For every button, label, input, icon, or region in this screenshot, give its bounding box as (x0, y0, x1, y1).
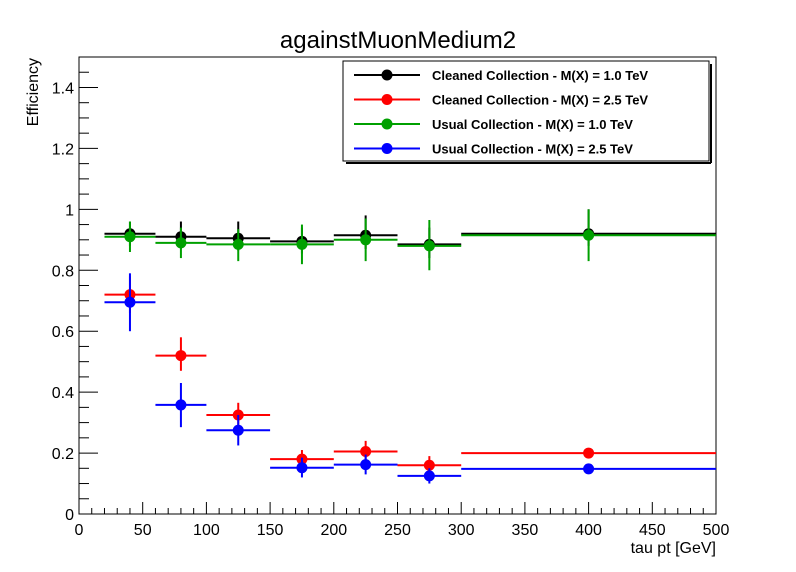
data-point (270, 224, 334, 265)
x-tick-label: 100 (193, 522, 220, 539)
data-point (155, 382, 207, 428)
y-axis-title: Efficiency (25, 58, 42, 126)
data-point (206, 414, 271, 446)
data-point (397, 456, 462, 475)
point-marker (175, 399, 187, 411)
legend-marker (381, 118, 393, 130)
point-marker (423, 459, 435, 471)
data-point (270, 457, 334, 478)
legend-label: Cleaned Collection - M(X) = 1.0 TeV (432, 68, 648, 83)
point-marker (175, 237, 187, 249)
legend-entry: Cleaned Collection - M(X) = 2.5 TeV (354, 93, 648, 108)
point-marker (360, 446, 372, 458)
legend-label: Usual Collection - M(X) = 2.5 TeV (432, 142, 633, 157)
point-marker (124, 296, 136, 308)
y-axis: 0 0.2 0.4 0.6 0.8 1 1.2 1.4 (52, 56, 98, 524)
legend-marker (381, 94, 393, 105)
series-4 (104, 273, 716, 484)
data-point (461, 463, 716, 475)
legend-entry: Usual Collection - M(X) = 2.5 TeV (354, 142, 633, 157)
x-axis: 0 50 100 150 200 250 300 350 400 450 500 (75, 502, 730, 539)
x-tick-label: 150 (257, 522, 284, 539)
point-marker (583, 229, 595, 241)
legend-entry: Cleaned Collection - M(X) = 1.0 TeV (354, 68, 648, 83)
x-tick-label: 200 (320, 522, 347, 539)
data-point (461, 447, 716, 459)
legend-label: Cleaned Collection - M(X) = 2.5 TeV (432, 93, 648, 108)
point-marker (583, 447, 595, 459)
point-marker (175, 350, 187, 362)
legend-marker (381, 143, 393, 154)
legend-box (342, 60, 710, 162)
data-point (206, 229, 271, 262)
point-marker (423, 470, 435, 482)
data-series-layer (104, 209, 716, 484)
point-marker (583, 463, 595, 475)
legend: Cleaned Collection - M(X) = 1.0 TeV Clean… (342, 60, 712, 164)
y-tick-label: 0.8 (52, 263, 74, 280)
legend-entry: Usual Collection - M(X) = 1.0 TeV (354, 117, 633, 132)
data-point (104, 273, 156, 332)
point-marker (232, 424, 244, 436)
point-marker (232, 238, 244, 250)
point-marker (296, 238, 308, 250)
legend-marker (381, 69, 393, 81)
data-point (155, 337, 207, 371)
data-point (333, 440, 398, 461)
x-tick-label: 450 (639, 522, 666, 539)
data-point (104, 221, 156, 252)
point-marker (360, 234, 372, 246)
x-tick-label: 500 (703, 522, 730, 539)
y-tick-label: 1.2 (52, 141, 74, 158)
legend-label: Usual Collection - M(X) = 1.0 TeV (432, 117, 633, 132)
x-tick-label: 50 (134, 522, 152, 539)
point-marker (423, 240, 435, 252)
y-tick-label: 1 (65, 202, 74, 219)
point-marker (124, 231, 136, 243)
data-point (333, 454, 398, 475)
x-axis-title: tau pt [GeV] (631, 540, 716, 557)
data-point (397, 219, 462, 271)
point-marker (296, 462, 308, 474)
x-tick-label: 300 (448, 522, 475, 539)
series-3 (104, 209, 716, 271)
y-tick-label: 0.2 (52, 446, 74, 463)
data-point (333, 218, 398, 262)
point-marker (360, 459, 372, 471)
x-tick-label: 350 (512, 522, 539, 539)
x-tick-label: 250 (384, 522, 411, 539)
chart-title: againstMuonMedium2 (280, 27, 516, 54)
x-tick-label: 400 (575, 522, 602, 539)
y-tick-label: 0.6 (52, 324, 74, 341)
data-point (461, 209, 716, 262)
y-tick-label: 1.4 (52, 80, 74, 97)
x-tick-label: 0 (75, 522, 84, 539)
y-tick-label: 0 (65, 507, 74, 524)
y-tick-label: 0.4 (52, 385, 74, 402)
data-point (155, 227, 207, 259)
data-point (397, 468, 462, 484)
